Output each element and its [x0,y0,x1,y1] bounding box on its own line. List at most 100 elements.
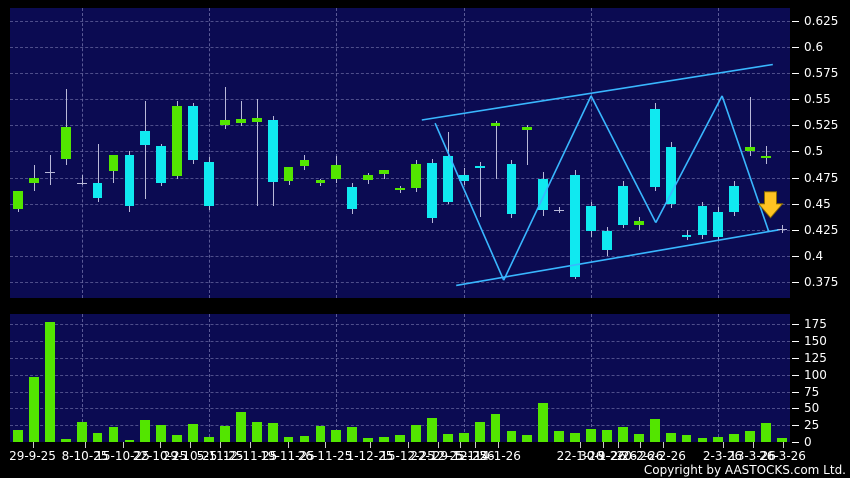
volume-bar[interactable] [60,439,71,442]
volume-axis-label: 0 [804,435,812,449]
price-axis-label: 0.6 [804,39,824,54]
volume-bar[interactable] [649,419,660,442]
candle-body-down [124,154,135,206]
volume-bar[interactable] [665,432,676,442]
volume-bar[interactable] [108,427,119,442]
volume-bar[interactable] [315,425,326,442]
volume-bar[interactable] [697,438,708,442]
volume-bar[interactable] [777,438,787,442]
candle-wick [289,176,290,185]
price-vgridline-44 [718,8,720,298]
volume-bar[interactable] [363,438,374,442]
volume-gridline-4 [10,391,790,393]
candle-body-down [649,108,660,187]
volume-bar[interactable] [538,402,549,442]
inner-rally-line-2 [502,95,592,281]
date-axis-label: 22-1-26 [556,449,604,463]
volume-bar[interactable] [554,431,565,442]
volume-bar[interactable] [28,377,39,442]
volume-bar[interactable] [347,427,358,442]
volume-bar[interactable] [490,413,501,442]
volume-axis-tick [792,391,799,393]
volume-bar[interactable] [633,433,644,442]
date-axis-label: 2-3-26 [702,449,743,463]
volume-chart-panel[interactable] [10,314,790,442]
volume-bar[interactable] [299,435,310,442]
volume-bar[interactable] [586,428,596,442]
volume-bar[interactable] [713,436,724,442]
candle-body-down [713,212,724,238]
volume-bar[interactable] [156,425,167,442]
volume-bar[interactable] [251,421,262,442]
date-axis-label: 26-3-26 [759,449,806,463]
candle-body-down [681,235,692,238]
date-axis-tick [85,442,86,448]
volume-axis: 175 150 125 100 75 50 25 0 [792,314,850,449]
volume-bar[interactable] [267,423,278,442]
volume-bar[interactable] [761,423,772,442]
candle-body-down [617,186,628,225]
volume-plot-area[interactable] [10,314,790,442]
candle-body-up [331,165,342,179]
volume-bar[interactable] [411,424,421,442]
candle-body-up [363,174,374,180]
volume-bar[interactable] [681,435,692,442]
inner-decline-line-2 [721,95,770,233]
date-axis-tick [752,442,754,448]
candle-body-up [60,127,71,159]
volume-bar[interactable] [188,423,198,442]
volume-bar[interactable] [458,432,469,442]
volume-bar[interactable] [745,431,756,442]
volume-gridline-1 [10,340,790,342]
volume-bar[interactable] [522,435,533,442]
inner-rally-line-3 [655,95,723,223]
volume-bar[interactable] [442,433,453,442]
candle-body-down [92,182,103,199]
trendline-overlay [421,63,784,287]
volume-bar[interactable] [283,437,294,442]
volume-bar[interactable] [506,431,517,442]
volume-bar[interactable] [204,436,214,442]
candle-body-up [251,117,262,123]
candle-body-up [745,147,756,152]
volume-bar[interactable] [474,421,485,442]
price-chart-panel[interactable] [10,8,790,298]
volume-bar[interactable] [44,322,55,442]
candle-wick [257,99,258,206]
date-axis-tick [640,442,641,448]
volume-bar[interactable] [395,434,405,442]
volume-bar[interactable] [124,440,135,442]
date-axis-label: 5-1-26 [455,449,495,463]
date-axis-label: 1-12-25 [346,449,394,463]
price-gridline-6 [10,177,790,179]
candle-body-up [522,127,533,131]
volume-bar[interactable] [220,425,230,442]
price-gridline-5 [10,151,790,153]
candle-body-up [235,119,246,124]
volume-bar[interactable] [570,432,581,442]
breakdown-arrow-icon [757,191,784,219]
volume-bar[interactable] [379,436,389,442]
volume-bar[interactable] [76,421,87,442]
volume-bar[interactable] [331,429,342,442]
volume-bar[interactable] [729,433,740,442]
volume-bar[interactable] [617,427,628,442]
volume-bar[interactable] [92,432,103,442]
volume-bar[interactable] [140,419,151,442]
candle-body-up [28,177,39,183]
volume-bar[interactable] [172,435,183,442]
volume-bar[interactable] [235,412,246,442]
price-vgridline-36 [591,8,592,298]
volume-vgridline-36 [591,314,592,442]
volume-bar[interactable] [426,417,437,442]
volume-bar[interactable] [13,429,23,442]
volume-axis-tick [792,408,799,410]
price-plot-area[interactable] [10,8,790,298]
candle-body-up [395,188,405,191]
volume-bar[interactable] [602,429,612,442]
candle-body-down [729,186,740,213]
candle-body-down [267,120,278,182]
volume-axis-label: 50 [804,401,820,416]
date-axis-label: 15-10-25 [95,449,150,463]
